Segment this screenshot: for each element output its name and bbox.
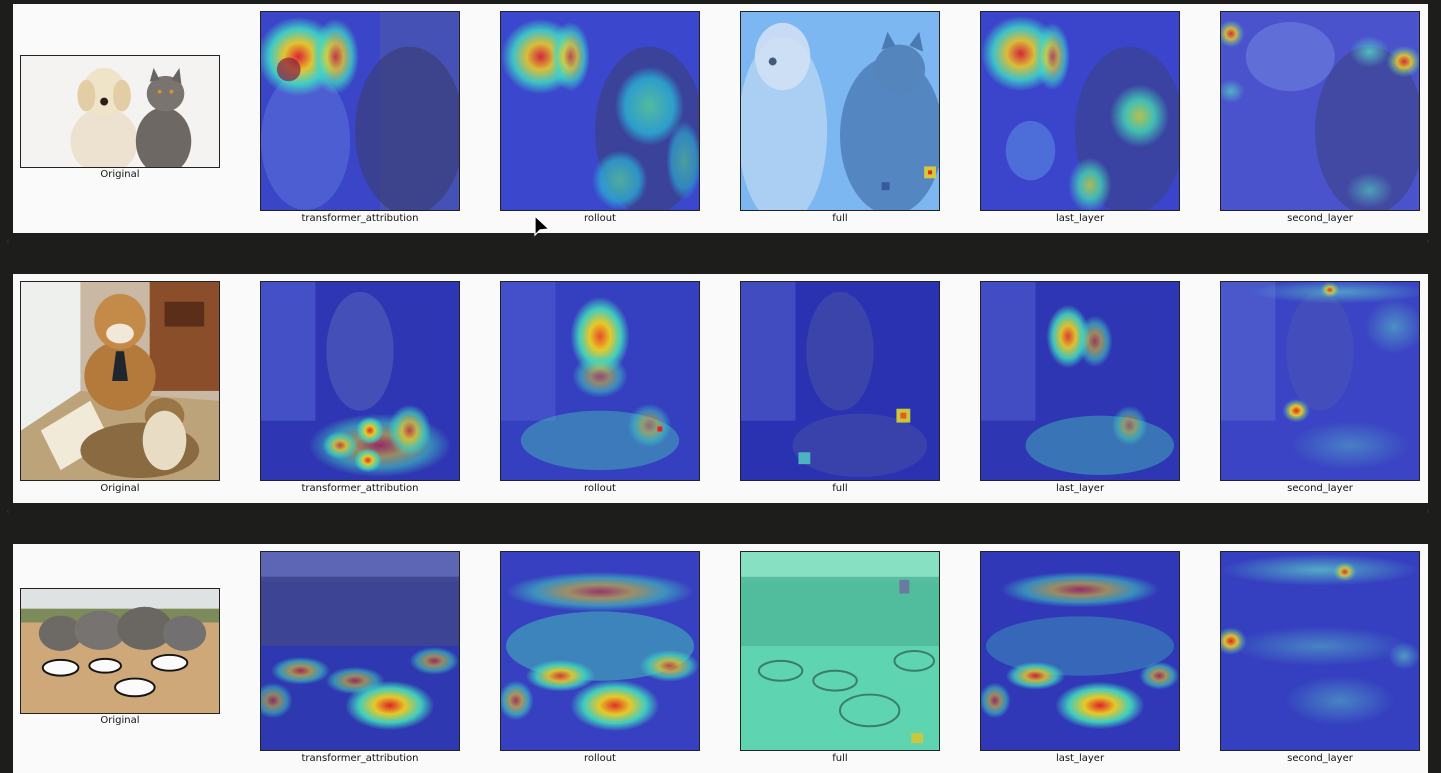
heatmap-cell: last_layer — [980, 4, 1180, 233]
heatmap-cell: last_layer — [980, 274, 1180, 503]
heatmap-transformer-attribution — [260, 11, 460, 211]
figure-row: Original transformer_attribu — [13, 274, 1428, 503]
chevron-right-icon[interactable]: › — [1426, 507, 1430, 517]
original-cell: Original — [20, 274, 220, 503]
caption-second-layer: second_layer — [1287, 213, 1353, 224]
caption-last-layer: last_layer — [1055, 213, 1105, 224]
heatmap-rollout — [500, 281, 700, 481]
heatmap-second-layer — [1220, 551, 1420, 751]
heatmap-cell: second_layer — [1220, 544, 1420, 773]
caption-second-layer: second_layer — [1287, 483, 1353, 494]
heatmap-cell: rollout — [500, 274, 700, 503]
caption-transformer-attribution: transformer_attribution — [301, 213, 419, 224]
figure-row: Original transformer_attribution — [13, 4, 1428, 233]
caption-transformer-attribution: transformer_attribution — [301, 483, 419, 494]
original-cell: Original — [20, 544, 220, 773]
heatmap-second-layer — [1220, 11, 1420, 211]
caption-rollout: rollout — [584, 483, 616, 494]
caption-transformer-attribution: transformer_attribution — [301, 753, 419, 764]
heatmap-cell: rollout — [500, 544, 700, 773]
caption-original: Original — [100, 169, 140, 180]
heatmap-cell: full — [740, 544, 940, 773]
heatmap-full — [740, 551, 940, 751]
original-image — [20, 588, 220, 714]
caption-full: full — [832, 213, 848, 224]
caption-rollout: rollout — [584, 753, 616, 764]
heatmap-cell: full — [740, 274, 940, 503]
caption-original: Original — [100, 483, 140, 494]
caption-second-layer: second_layer — [1287, 753, 1353, 764]
mouse-pointer-icon — [534, 215, 551, 237]
heatmap-cell: rollout — [500, 4, 700, 233]
caption-last-layer: last_layer — [1055, 483, 1105, 494]
heatmap-transformer-attribution — [260, 281, 460, 481]
original-image — [20, 55, 220, 168]
heatmap-last-layer — [980, 551, 1180, 751]
heatmap-cell: transformer_attribution — [260, 4, 460, 233]
heatmap-last-layer — [980, 11, 1180, 211]
caption-full: full — [832, 753, 848, 764]
heatmap-second-layer — [1220, 281, 1420, 481]
heatmap-full — [740, 11, 940, 211]
heatmap-cell: last_layer — [980, 544, 1180, 773]
caption-original: Original — [100, 715, 140, 726]
figure-row: Original transformer_attribu — [13, 544, 1428, 773]
heatmap-rollout — [500, 11, 700, 211]
chevron-left-icon[interactable]: ‹ — [6, 507, 10, 517]
heatmap-cell: full — [740, 4, 940, 233]
heatmap-transformer-attribution — [260, 551, 460, 751]
heatmap-full — [740, 281, 940, 481]
original-cell: Original — [20, 4, 220, 233]
heatmap-last-layer — [980, 281, 1180, 481]
original-image — [20, 281, 220, 481]
heatmap-rollout — [500, 551, 700, 751]
heatmap-cell: second_layer — [1220, 4, 1420, 233]
heatmap-cell: transformer_attribution — [260, 274, 460, 503]
chevron-right-icon[interactable]: › — [1426, 237, 1430, 247]
heatmap-cell: second_layer — [1220, 274, 1420, 503]
heatmap-cell: transformer_attribution — [260, 544, 460, 773]
chevron-left-icon[interactable]: ‹ — [6, 237, 10, 247]
caption-full: full — [832, 483, 848, 494]
caption-rollout: rollout — [584, 213, 616, 224]
caption-last-layer: last_layer — [1055, 753, 1105, 764]
